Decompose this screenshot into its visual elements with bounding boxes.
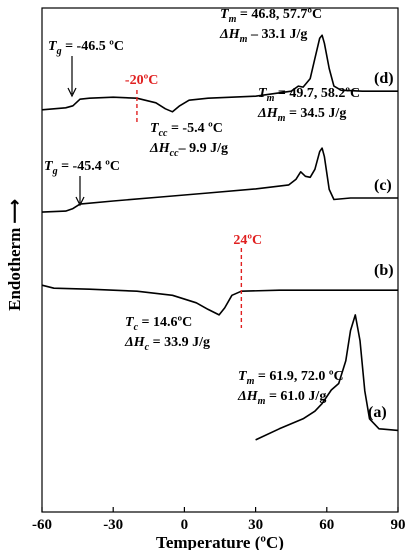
annotation: Tc = 14.6ºC: [125, 315, 192, 333]
annotation-text: = 46.8, 57.7ºC: [236, 7, 322, 22]
annotation-symbol: ΔH: [237, 389, 259, 404]
plot-frame: [41, 7, 399, 513]
annotation-subscript: cc: [170, 148, 179, 159]
annotation-text: = 49.7, 58.2ºC: [274, 86, 360, 101]
series-line: [41, 147, 398, 213]
arrows: [67, 56, 85, 207]
arrow-head: [67, 87, 77, 98]
marker-label: 24ºC: [233, 233, 262, 248]
x-tick-label: -30: [103, 517, 123, 533]
annotation-subscript: m: [267, 93, 275, 104]
x-tick-label: -60: [32, 517, 52, 533]
annotation-symbol: T: [48, 39, 58, 54]
annotation: Tcc = -5.4 ºC: [150, 121, 223, 139]
annotation-subscript: m: [240, 34, 248, 45]
series-label: (d): [374, 70, 394, 87]
annotation: Tg = -45.4 ºC: [44, 159, 120, 177]
annotation-subscript: m: [278, 113, 286, 124]
annotation-symbol: T: [44, 159, 54, 174]
annotation-subscript: c: [134, 322, 139, 333]
annotation: Tm = 61.9, 72.0 ºC: [238, 369, 344, 387]
annotation-symbol: T: [150, 121, 160, 136]
annotation-text: – 33.1 J/g: [247, 27, 307, 42]
x-tick-label: 90: [391, 517, 406, 533]
annotation-text: – 9.9 J/g: [178, 141, 228, 156]
annotation-symbol: ΔH: [257, 106, 279, 121]
annotation: ΔHm = 34.5 J/g: [257, 106, 346, 124]
annotation-text: = 61.0 J/g: [265, 389, 326, 404]
series-label: (a): [368, 404, 387, 421]
x-tick-label: 60: [319, 517, 334, 533]
annotation-symbol: T: [238, 369, 248, 384]
annotation: Tm = 46.8, 57.7ºC: [220, 7, 322, 25]
annotation: Tm = 49.7, 58.2ºC: [258, 86, 360, 104]
annotation-symbol: ΔH: [149, 141, 171, 156]
annotation: Tg = -46.5 ºC: [48, 39, 124, 57]
x-axis-label: Temperature (ºC): [156, 533, 284, 550]
annotation-subscript: g: [56, 46, 62, 57]
series-label: (c): [374, 177, 392, 194]
series-line: [255, 314, 399, 441]
annotation-text: = 34.5 J/g: [285, 106, 346, 121]
annotation: ΔHc = 33.9 J/g: [124, 335, 210, 353]
annotation-symbol: ΔH: [219, 27, 241, 42]
annotation-symbol: T: [258, 86, 268, 101]
annotation-text: = -45.4 ºC: [58, 159, 120, 174]
annotation: ΔHcc– 9.9 J/g: [149, 141, 228, 159]
annotation-subscript: m: [258, 396, 266, 407]
annotation: ΔHm – 33.1 J/g: [219, 27, 307, 45]
annotation-subscript: m: [229, 14, 237, 25]
series-line: [41, 34, 398, 113]
annotation-text: = 61.9, 72.0 ºC: [254, 369, 343, 384]
series-label: (b): [374, 262, 394, 279]
annotation-subscript: c: [145, 342, 150, 353]
series-line: [41, 284, 398, 316]
x-tick-label: 30: [248, 517, 263, 533]
annotation-subscript: g: [52, 166, 58, 177]
annotation-symbol: T: [125, 315, 135, 330]
annotation-text: = -46.5 ºC: [62, 39, 124, 54]
x-tick-label: 0: [181, 517, 189, 533]
annotation-symbol: T: [220, 7, 230, 22]
annotation-text: = 33.9 J/g: [149, 335, 210, 350]
annotation-text: = -5.4 ºC: [167, 121, 222, 136]
annotation-symbol: ΔH: [124, 335, 146, 350]
marker-label: -20ºC: [125, 73, 158, 88]
annotation-subscript: m: [247, 376, 255, 387]
y-axis-label: Endotherm ⟶: [5, 199, 24, 311]
annotation: ΔHm = 61.0 J/g: [237, 389, 326, 407]
annotation-text: = 14.6ºC: [138, 315, 192, 330]
annotation-subscript: cc: [159, 128, 168, 139]
